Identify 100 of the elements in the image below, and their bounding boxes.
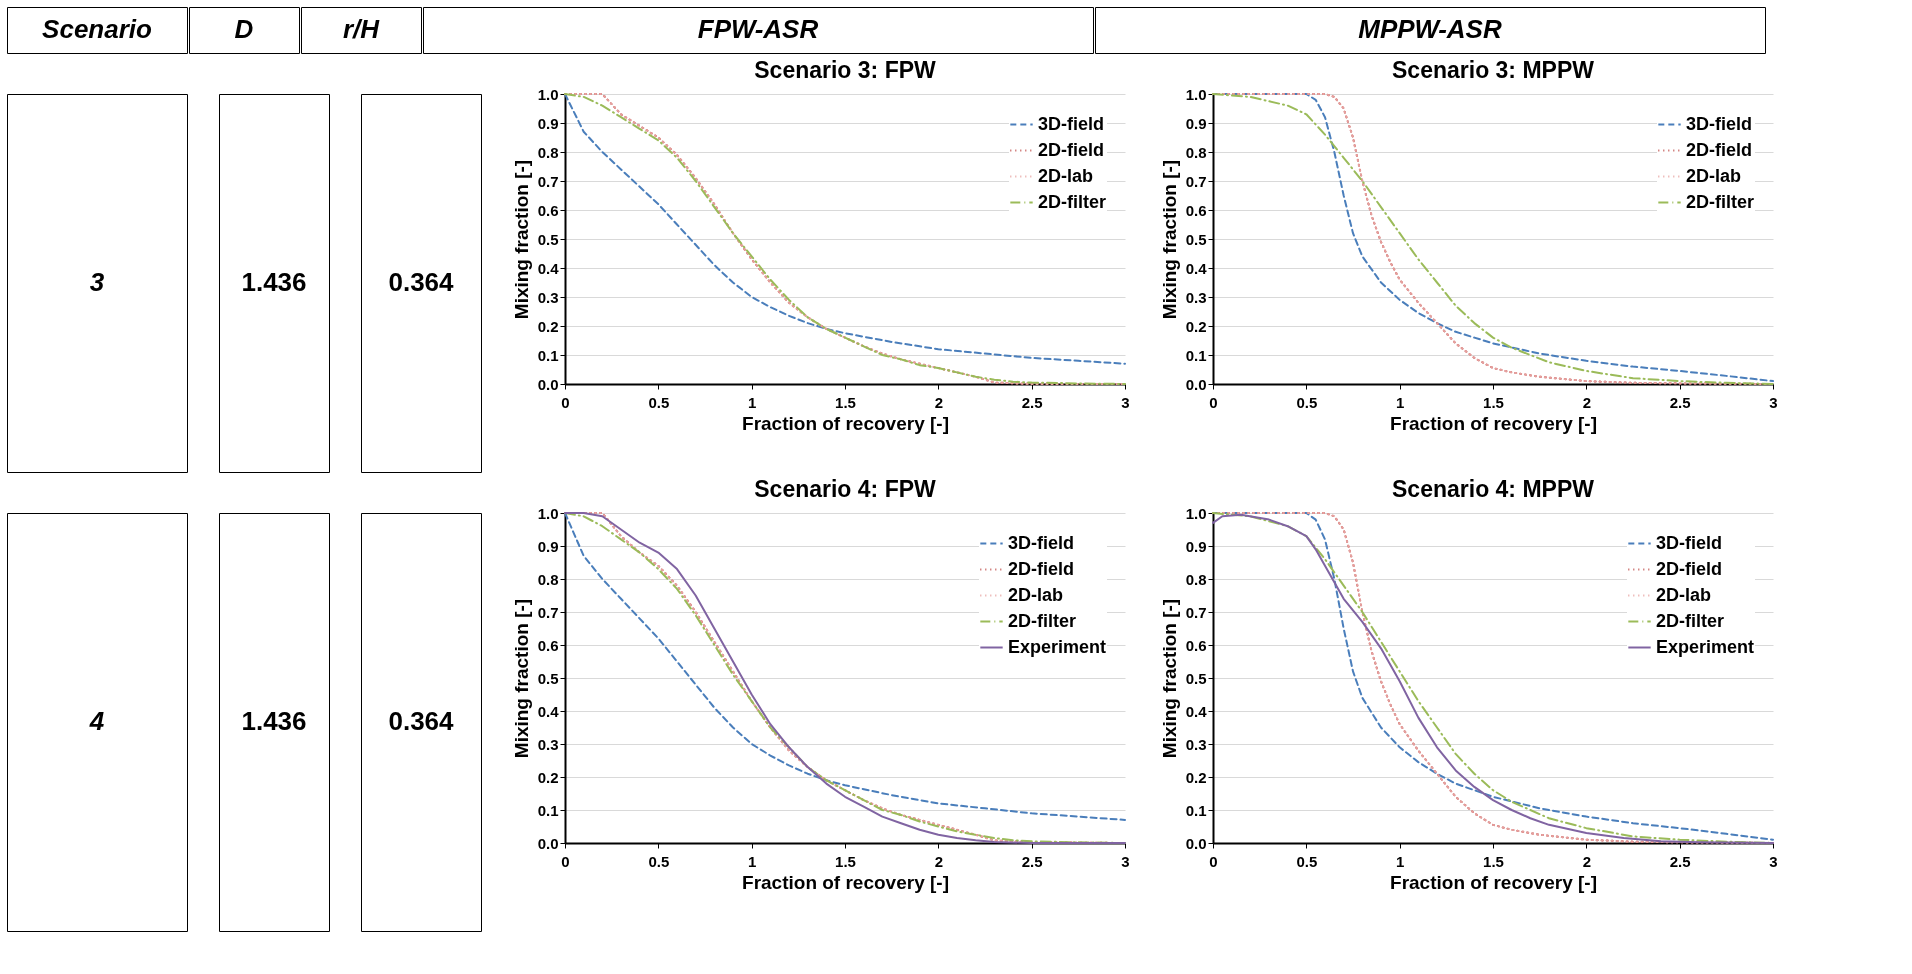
legend-label: 3D-field: [1008, 532, 1075, 553]
x-tick-label: 3: [1769, 852, 1778, 870]
y-tick-label: 0.5: [1185, 230, 1207, 248]
legend-label: 2D-filter: [1038, 191, 1107, 212]
chart-title: Scenario 4: MPPW: [1392, 476, 1595, 502]
y-tick-label: 0.1: [1185, 346, 1207, 364]
x-tick-label: 2: [934, 393, 944, 411]
x-tick-label: 0: [561, 852, 570, 870]
legend-label: 3D-field: [1656, 532, 1723, 553]
x-axis-title: Fraction of recovery [-]: [1390, 412, 1597, 434]
y-tick-label: 0.9: [537, 537, 559, 555]
y-tick-label: 1.0: [1185, 504, 1207, 522]
y-tick-label: 0.8: [537, 570, 559, 588]
text: Scenario: [42, 14, 153, 44]
x-tick-label: 2.5: [1669, 393, 1691, 411]
legend-label: 2D-filter: [1656, 610, 1725, 631]
y-tick-label: 1.0: [1185, 85, 1207, 103]
y-tick-label: 0.2: [1185, 768, 1207, 786]
text: 1.436: [241, 267, 307, 297]
y-tick-label: 0.2: [537, 768, 559, 786]
y-tick-label: 0.5: [1185, 669, 1207, 687]
y-tick-label: 0.7: [537, 172, 559, 190]
y-tick-label: 0.6: [1185, 636, 1207, 654]
y-tick-label: 0.2: [1185, 317, 1207, 335]
y-tick-label: 0.1: [1185, 801, 1207, 819]
x-tick-label: 0.5: [648, 393, 670, 411]
y-tick-label: 0.9: [1185, 114, 1207, 132]
y-tick-label: 0.5: [537, 669, 559, 687]
y-axis-title: Mixing fraction [-]: [1158, 598, 1180, 759]
text: r/H: [342, 14, 381, 44]
x-tick-label: 1: [747, 852, 757, 870]
chart-title: Scenario 3: MPPW: [1392, 57, 1595, 83]
x-tick-label: 3: [1121, 852, 1130, 870]
y-axis-title: Mixing fraction [-]: [1158, 159, 1180, 320]
x-tick-label: 0: [1209, 852, 1218, 870]
legend-label: 3D-field: [1038, 113, 1105, 134]
y-tick-label: 0.6: [537, 201, 559, 219]
y-tick-label: 0.1: [537, 346, 559, 364]
y-tick-label: 0.8: [1185, 143, 1207, 161]
x-axis-title: Fraction of recovery [-]: [742, 871, 949, 893]
x-tick-label: 3: [1769, 393, 1778, 411]
y-tick-label: 0.4: [537, 259, 560, 277]
y-tick-label: 0.3: [537, 735, 559, 753]
x-tick-label: 1.5: [1483, 852, 1504, 870]
x-tick-label: 1: [747, 393, 757, 411]
legend-label: Experiment: [1656, 636, 1755, 657]
x-axis-title: Fraction of recovery [-]: [1390, 871, 1597, 893]
y-tick-label: 0.0: [537, 834, 559, 852]
legend-label: 2D-filter: [1008, 610, 1077, 631]
x-tick-label: 0: [1209, 393, 1218, 411]
y-tick-label: 1.0: [537, 85, 559, 103]
y-tick-label: 0.3: [1185, 288, 1207, 306]
legend-label: 2D-filter: [1686, 191, 1755, 212]
legend-label: 2D-lab: [1008, 584, 1064, 605]
y-tick-label: 0.8: [1185, 570, 1207, 588]
text: MPPW-ASR: [1358, 14, 1502, 44]
x-tick-label: 0: [561, 393, 570, 411]
legend-label: Experiment: [1008, 636, 1107, 657]
y-tick-label: 1.0: [537, 504, 559, 522]
y-tick-label: 0.9: [1185, 537, 1207, 555]
chart-title: Scenario 4: FPW: [754, 476, 937, 502]
x-tick-label: 0.5: [648, 852, 670, 870]
y-tick-label: 0.0: [537, 375, 559, 393]
y-tick-label: 0.7: [537, 603, 559, 621]
x-tick-label: 2.5: [1021, 852, 1043, 870]
y-axis-title: Mixing fraction [-]: [510, 598, 532, 759]
x-axis-title: Fraction of recovery [-]: [742, 412, 949, 434]
x-tick-label: 2: [1582, 393, 1592, 411]
x-tick-label: 0.5: [1296, 852, 1318, 870]
y-tick-label: 0.0: [1185, 375, 1207, 393]
legend-label: 3D-field: [1686, 113, 1753, 134]
x-tick-label: 0.5: [1296, 393, 1318, 411]
y-tick-label: 0.5: [537, 230, 559, 248]
legend-label: 2D-lab: [1038, 165, 1094, 186]
y-tick-label: 0.4: [1185, 259, 1208, 277]
x-tick-label: 2: [1582, 852, 1592, 870]
chart-title: Scenario 3: FPW: [754, 57, 937, 83]
y-tick-label: 0.4: [1185, 702, 1208, 720]
text: 4: [88, 706, 105, 736]
y-tick-label: 0.2: [537, 317, 559, 335]
y-tick-label: 0.8: [537, 143, 559, 161]
text: 1.436: [241, 706, 307, 736]
legend-label: 2D-field: [1008, 558, 1075, 579]
x-tick-label: 2.5: [1669, 852, 1691, 870]
y-tick-label: 0.7: [1185, 172, 1207, 190]
y-tick-label: 0.6: [537, 636, 559, 654]
y-tick-label: 0.1: [537, 801, 559, 819]
legend-label: 2D-field: [1686, 139, 1753, 160]
text: 3: [89, 267, 105, 297]
x-tick-label: 2.5: [1021, 393, 1043, 411]
legend-label: 2D-field: [1656, 558, 1723, 579]
x-tick-label: 1.5: [835, 852, 856, 870]
y-axis-title: Mixing fraction [-]: [510, 159, 532, 320]
x-tick-label: 1.5: [835, 393, 856, 411]
x-tick-label: 1.5: [1483, 393, 1504, 411]
x-tick-label: 1: [1395, 393, 1405, 411]
legend-label: 2D-field: [1038, 139, 1105, 160]
y-tick-label: 0.3: [1185, 735, 1207, 753]
text: FPW-ASR: [697, 14, 819, 44]
legend-label: 2D-lab: [1686, 165, 1742, 186]
